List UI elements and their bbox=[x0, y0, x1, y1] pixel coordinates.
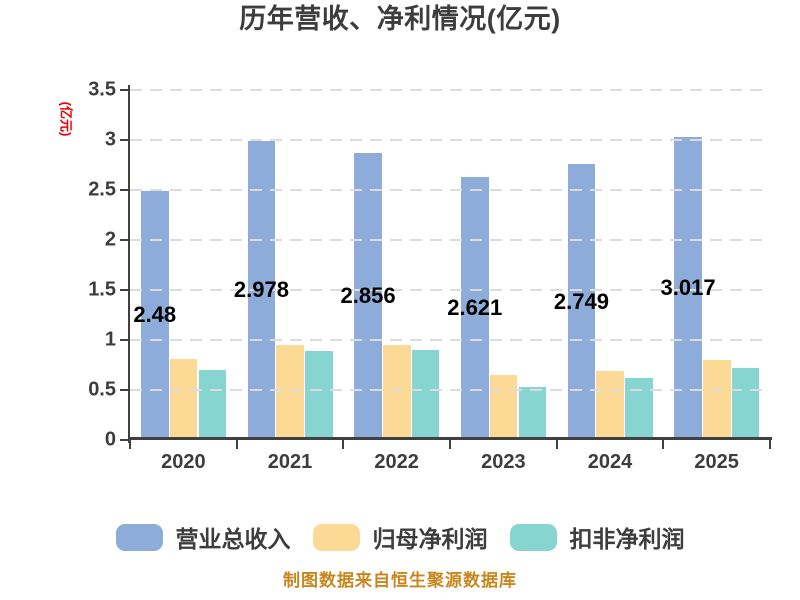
bar-营业总收入 bbox=[354, 153, 382, 439]
bar-归母净利润 bbox=[489, 375, 518, 439]
y-axis-tick bbox=[120, 339, 129, 341]
legend-item-扣非净利润: 扣非净利润 bbox=[509, 520, 685, 554]
y-axis-tick bbox=[120, 89, 129, 91]
y-axis-tick-label: 2 bbox=[104, 228, 116, 251]
legend-swatch bbox=[312, 523, 360, 551]
gridline bbox=[130, 189, 770, 191]
bar-营业总收入 bbox=[567, 164, 596, 439]
gridline bbox=[130, 339, 770, 341]
legend-label: 扣非净利润 bbox=[569, 526, 685, 552]
bar-归母净利润 bbox=[276, 345, 304, 439]
gridline bbox=[130, 139, 770, 141]
y-axis-tick-label: 3.5 bbox=[88, 78, 116, 101]
y-axis-tick bbox=[120, 389, 129, 391]
x-axis-label: 2024 bbox=[587, 451, 633, 473]
bar-value-label: 2.749 bbox=[553, 288, 609, 314]
x-axis-label: 2023 bbox=[481, 451, 526, 473]
x-axis-label: 2021 bbox=[267, 451, 313, 473]
bar-营业总收入 bbox=[674, 137, 702, 439]
bar-扣非净利润 bbox=[411, 350, 440, 439]
bar-扣非净利润 bbox=[518, 387, 547, 439]
bar-value-label: 2.856 bbox=[340, 283, 396, 309]
gridline bbox=[130, 89, 770, 91]
legend-swatch bbox=[509, 523, 557, 551]
gridline bbox=[130, 389, 770, 391]
bar-扣非净利润 bbox=[625, 378, 653, 439]
y-axis-tick-label: 2.5 bbox=[88, 178, 116, 201]
y-axis-tick bbox=[120, 239, 129, 241]
legend-item-归母净利润: 归母净利润 bbox=[312, 520, 488, 554]
x-axis-tick bbox=[235, 440, 238, 449]
bar-归母净利润 bbox=[596, 371, 624, 439]
x-axis-line bbox=[128, 437, 772, 440]
y-axis-tick-label: 3 bbox=[104, 128, 116, 151]
bar-归母净利润 bbox=[703, 360, 731, 439]
legend: 营业总收入 归母净利润 扣非净利润 bbox=[0, 520, 800, 554]
legend-label: 营业总收入 bbox=[175, 526, 291, 552]
y-axis-tick-label: 0.5 bbox=[88, 378, 116, 401]
y-axis-tick-label: 0 bbox=[104, 428, 116, 451]
legend-item-营业总收入: 营业总收入 bbox=[115, 520, 291, 554]
bar-扣非净利润 bbox=[305, 351, 333, 439]
bar-营业总收入 bbox=[461, 176, 489, 439]
y-axis-line bbox=[128, 85, 130, 443]
y-axis-tick-label: 1 bbox=[104, 328, 116, 351]
gridline bbox=[130, 289, 770, 291]
data-source-note: 制图数据来自恒生聚源数据库 bbox=[283, 571, 517, 590]
x-axis-label: 2025 bbox=[694, 451, 739, 473]
bar-扣非净利润 bbox=[731, 368, 760, 439]
gridline bbox=[130, 239, 770, 241]
bar-归母净利润 bbox=[383, 345, 411, 439]
bar-value-label: 2.978 bbox=[233, 277, 289, 303]
y-axis-tick bbox=[120, 139, 129, 141]
x-axis-tick bbox=[449, 440, 451, 449]
x-axis-tick bbox=[555, 440, 558, 449]
x-axis-tick bbox=[662, 440, 665, 449]
chart-title: 历年营收、净利情况(亿元) bbox=[239, 4, 561, 34]
bar-value-label: 2.621 bbox=[447, 294, 503, 320]
x-axis-label: 2022 bbox=[374, 451, 419, 473]
x-axis-tick bbox=[342, 440, 345, 449]
y-axis-tick bbox=[120, 289, 129, 291]
x-axis-label: 2020 bbox=[161, 451, 206, 473]
bar-营业总收入 bbox=[141, 191, 169, 439]
bar-value-label: 2.48 bbox=[133, 302, 177, 327]
y-axis-tick-label: 1.5 bbox=[88, 278, 116, 301]
y-axis-tick bbox=[120, 189, 129, 191]
legend-swatch bbox=[115, 523, 163, 551]
x-axis-tick bbox=[129, 440, 131, 449]
x-axis-tick bbox=[769, 440, 771, 449]
y-axis-tick bbox=[120, 439, 129, 441]
bar-value-label: 3.017 bbox=[660, 275, 716, 301]
legend-label: 归母净利润 bbox=[372, 526, 488, 552]
bar-扣非净利润 bbox=[198, 370, 227, 439]
bar-归母净利润 bbox=[169, 359, 198, 439]
